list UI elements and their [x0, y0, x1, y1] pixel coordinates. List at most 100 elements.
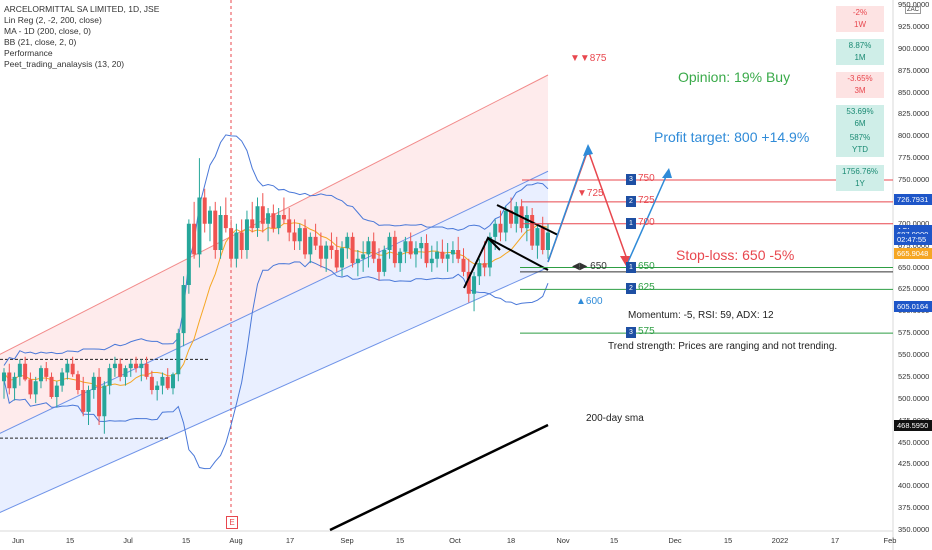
price-label: 02:47:55 [894, 233, 932, 245]
candle [435, 241, 440, 268]
candle [44, 362, 49, 382]
price-axis[interactable]: 950.0000 925.0000 900.0000 875.0000 850.0000… [893, 0, 932, 550]
price-tick: 950.0000 [898, 0, 930, 9]
candle [429, 245, 434, 272]
time-tick: 15 [609, 536, 619, 545]
trend-label: Trend strength: Prices are ranging and n… [608, 341, 838, 352]
price-label: 665.9048 [894, 247, 932, 259]
candle [371, 232, 376, 264]
candle [128, 359, 133, 377]
candle [366, 236, 371, 268]
candle [139, 359, 144, 382]
candle [472, 271, 477, 312]
chart-legend: ARCELORMITTAL SA LIMITED, 1D, JSE Lin Re… [4, 4, 159, 70]
performance-cell: 587% YTD [836, 131, 884, 157]
candle [176, 328, 181, 382]
candle [160, 372, 165, 395]
candle [456, 236, 461, 264]
legend-indicator-ma[interactable]: MA - 1D (200, close, 0) [4, 26, 91, 36]
level-label: 575 [638, 326, 655, 338]
candle [297, 223, 302, 250]
opinion-label: Opinion: 19% Buy [678, 69, 791, 85]
candle [171, 372, 176, 395]
candle [33, 376, 38, 404]
candle [149, 370, 154, 395]
price-tick: 775.0000 [898, 153, 930, 163]
arrow-head [583, 144, 593, 156]
candle [65, 359, 70, 380]
candle [387, 232, 392, 259]
candle [376, 248, 381, 281]
legend-indicator-linreg[interactable]: Lin Reg (2, -2, 200, close) [4, 15, 102, 25]
candle [207, 206, 212, 242]
earnings-marker[interactable]: E [226, 516, 238, 529]
price-label: 605.0164 [894, 300, 932, 312]
candle [97, 368, 102, 425]
candle [49, 372, 54, 399]
candle [419, 236, 424, 259]
momentum-label: Momentum: -5, RSI: 59, ADX: 12 [628, 310, 774, 321]
projection-up-path-2 [627, 171, 669, 263]
candle [81, 376, 86, 417]
time-tick: Aug [229, 536, 243, 545]
candle [281, 197, 286, 224]
level-label: 650 [638, 260, 655, 272]
candle [107, 363, 112, 395]
candle [239, 219, 244, 259]
price-tick: 550.0000 [898, 350, 930, 359]
candle [276, 208, 281, 235]
bollinger-lower [3, 260, 549, 470]
candle [229, 219, 234, 268]
candle [12, 372, 17, 401]
candle [535, 223, 540, 259]
candle [461, 248, 466, 277]
legend-indicator-bb[interactable]: BB (21, close, 2, 0) [4, 37, 77, 47]
candle [350, 232, 355, 268]
left-level-label: ◀▶ 650 [572, 261, 607, 272]
candle [213, 201, 218, 259]
candle [218, 206, 223, 259]
time-tick: 15 [395, 536, 405, 545]
price-tick: 700.0000 [898, 218, 930, 228]
performance-value: 1756.76% [841, 167, 879, 176]
legend-title: ARCELORMITTAL SA LIMITED, 1D, JSE [4, 4, 160, 14]
performance-cell: -3.65% 3M [836, 72, 884, 98]
level-badge: 3 [626, 174, 636, 185]
legend-indicator-performance[interactable]: Performance [4, 48, 53, 58]
profit-target-label: Profit target: 800 +14.9% [654, 129, 810, 145]
arrow-head [662, 168, 672, 178]
level-label: 700 [638, 216, 655, 228]
price-tick: 875.0000 [898, 65, 930, 75]
price-tick: 675.0000 [898, 240, 930, 250]
candle [54, 381, 59, 408]
candle [382, 245, 387, 277]
sma-label: 200-day sma [586, 413, 644, 424]
price-tick: 500.0000 [898, 393, 930, 403]
price-tick: 450.0000 [898, 437, 930, 447]
legend-indicator-peet[interactable]: Peet_trading_analaysis (13, 20) [4, 59, 125, 69]
time-tick: Jul [123, 536, 133, 545]
level-label: 625 [638, 282, 655, 294]
candle [28, 372, 33, 399]
price-tick: 900.0000 [898, 43, 930, 53]
candle [202, 188, 207, 233]
candle [38, 365, 43, 389]
candle [165, 368, 170, 390]
price-tick: 850.0000 [898, 87, 930, 97]
candle [440, 239, 445, 264]
linreg-lower-line [0, 267, 549, 513]
scale-label[interactable]: ZAC [905, 6, 921, 14]
candle [318, 232, 323, 268]
performance-period: 1Y [855, 179, 865, 188]
candle [540, 216, 545, 255]
candle [244, 210, 249, 259]
performance-period: 1M [854, 53, 866, 62]
candle [70, 356, 75, 377]
time-tick: 15 [723, 536, 733, 545]
candle [313, 223, 318, 250]
candle [498, 210, 503, 242]
candle [266, 208, 271, 242]
time-tick: 15 [65, 536, 75, 545]
level-badge: 1 [626, 261, 636, 273]
